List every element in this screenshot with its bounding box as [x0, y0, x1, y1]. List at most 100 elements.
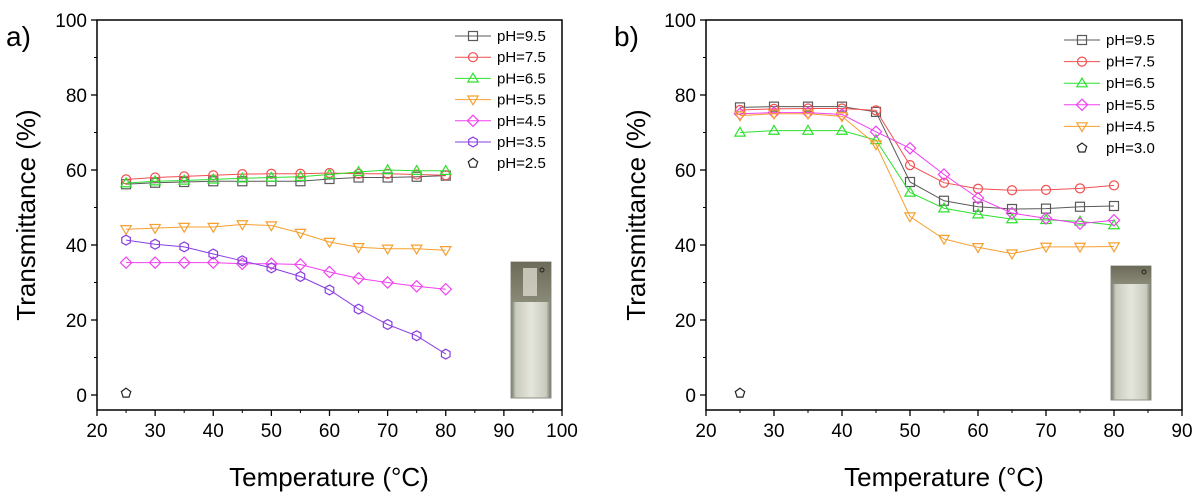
x-tick-label: 70: [377, 421, 398, 442]
x-tick-label: 70: [1035, 421, 1056, 442]
data-point: [295, 168, 306, 179]
data-point: [801, 109, 815, 121]
data-point: [121, 234, 131, 246]
axis-ticks-b: 20 30 40 50 60 70 80 90 0 20 40 60 80 100: [664, 11, 1192, 442]
data-point: [1039, 242, 1053, 254]
y-tick-label: 0: [76, 386, 87, 407]
x-tick-label: 40: [203, 421, 224, 442]
plot-frame-a: [96, 19, 563, 411]
legend-item: pH=5.5: [455, 92, 546, 109]
data-point: [237, 255, 248, 267]
y-tick-label: 80: [66, 86, 87, 107]
data-point: [119, 176, 133, 188]
data-point: [733, 111, 747, 122]
legend-item: pH=6.5: [1064, 75, 1155, 92]
legend-label: pH=3.5: [497, 134, 546, 151]
x-axis-title-a: Temperature (°C): [229, 462, 429, 492]
data-point: [971, 207, 985, 219]
cuvette-body: [1110, 265, 1152, 401]
data-point: [352, 243, 365, 254]
data-point: [1005, 206, 1019, 220]
data-point: [937, 168, 951, 181]
legend-item: pH=2.5: [467, 155, 546, 172]
series-line: [126, 223, 446, 251]
x-tick-label: 100: [546, 421, 578, 442]
data-point: [904, 160, 916, 171]
data-point: [382, 318, 393, 331]
data-point: [150, 238, 161, 250]
cuvette-top: [1111, 266, 1151, 284]
legend-item: pH=4.5: [455, 113, 546, 130]
y-tick-label: 80: [675, 86, 696, 107]
y-tick-label: 20: [675, 311, 696, 332]
legend-label: pH=3.0: [1106, 140, 1155, 157]
data-point: [1108, 200, 1120, 212]
data-point: [294, 170, 307, 181]
legend-marker: [466, 72, 480, 83]
series-ph4.5: [733, 109, 1121, 260]
data-point: [1005, 249, 1019, 260]
data-point: [439, 164, 452, 175]
legend-item: pH=7.5: [1064, 54, 1155, 71]
data-point: [903, 141, 917, 155]
series-ph5.5: [119, 220, 452, 257]
x-tick-label: 90: [493, 421, 514, 442]
x-tick-label: 40: [831, 421, 852, 442]
data-point: [353, 303, 364, 315]
legend-marker: [1075, 122, 1089, 133]
plot-frame-b: [705, 19, 1183, 411]
legend-marker: [1076, 56, 1088, 67]
x-tick-label: 30: [763, 421, 784, 442]
x-tick-label: 90: [1171, 421, 1192, 442]
legend-item: pH=6.5: [455, 70, 546, 87]
legend-label: pH=7.5: [1106, 54, 1155, 71]
data-point: [266, 262, 277, 274]
data-point: [410, 164, 423, 175]
legend-marker: [467, 52, 479, 63]
data-point: [236, 220, 249, 231]
series-group-a: [119, 163, 453, 398]
x-tick-label: 20: [695, 421, 716, 442]
legend-marker: [467, 30, 479, 42]
data-point: [352, 165, 365, 177]
series-group-b: [733, 101, 1121, 398]
data-point: [381, 276, 395, 289]
data-point: [236, 171, 249, 183]
series-ph3.5: [121, 234, 451, 360]
data-point: [1073, 242, 1087, 254]
series-line: [739, 112, 1115, 225]
legend-item: pH=9.5: [1064, 32, 1155, 49]
data-point: [381, 163, 394, 175]
data-point: [903, 212, 917, 223]
series-line: [739, 113, 1115, 255]
inset-photo-a: [510, 261, 552, 399]
legend-label: pH=6.5: [1106, 75, 1155, 92]
data-point: [265, 221, 278, 232]
series-line: [739, 130, 1115, 226]
data-point: [1073, 217, 1087, 231]
panel-label-b: b): [614, 21, 639, 52]
data-point: [1005, 212, 1019, 224]
legend-item: pH=3.5: [455, 134, 546, 151]
x-tick-label: 60: [967, 421, 988, 442]
legend-label: pH=7.5: [497, 49, 546, 66]
x-tick-label: 50: [899, 421, 920, 442]
legend-item: pH=5.5: [1064, 97, 1155, 114]
cuvette-lid: [523, 268, 537, 296]
data-point: [1074, 183, 1086, 194]
data-point: [148, 174, 162, 186]
legend-label: pH=5.5: [1106, 97, 1155, 114]
data-point: [734, 387, 746, 398]
data-point: [177, 174, 191, 185]
legend-item: pH=9.5: [455, 28, 546, 45]
data-point: [971, 191, 985, 205]
data-point: [120, 387, 132, 398]
legend-b: pH=9.5 pH=7.5 pH=6.5 pH=5.5 pH=4.5 pH=3.0: [1064, 32, 1155, 157]
data-point: [734, 104, 746, 116]
data-point: [293, 258, 307, 271]
legend-label: pH=4.5: [497, 113, 546, 130]
series-line: [126, 172, 446, 180]
y-tick-label: 60: [675, 161, 696, 182]
legend-label: pH=9.5: [1106, 32, 1155, 49]
